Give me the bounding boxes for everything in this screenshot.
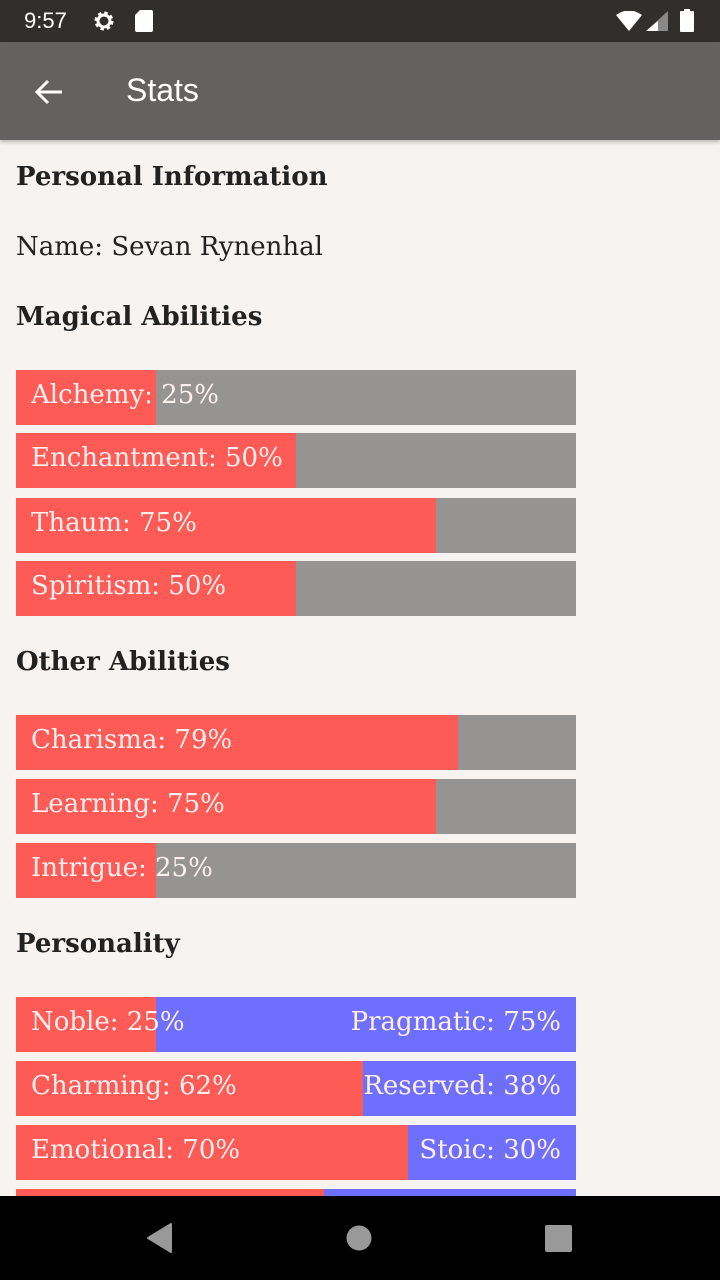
arrow-back-icon[interactable]	[30, 72, 70, 112]
bar-fill	[16, 997, 156, 1052]
bar-label: Thaum: 75%	[31, 508, 197, 538]
section-heading-personality: Personality	[16, 929, 180, 959]
signal-icon	[646, 11, 668, 31]
magical-bar: Spiritism: 50%	[16, 561, 576, 616]
other-bar: Learning: 75%	[16, 779, 576, 834]
bar-label-right: Pragmatic: 75%	[350, 1007, 561, 1037]
sd-card-icon	[135, 10, 153, 32]
section-heading-magical: Magical Abilities	[16, 302, 263, 332]
status-bar: 9:57	[0, 0, 720, 42]
bar-fill	[16, 715, 459, 770]
bar-fill	[16, 433, 296, 488]
clock: 9:57	[24, 8, 67, 33]
bar-fill	[16, 1125, 408, 1180]
bar-label-right: Reserved: 38%	[363, 1071, 561, 1101]
bar-fill	[16, 779, 436, 834]
gear-icon	[94, 11, 114, 31]
section-heading-other: Other Abilities	[16, 647, 230, 677]
bar-label-left: Noble: 25%	[31, 1007, 185, 1037]
bar-label-left: Emotional: 70%	[31, 1135, 241, 1165]
bar-label: Intrigue: 25%	[31, 853, 213, 883]
bar-fill	[16, 498, 436, 553]
bar-label: Spiritism: 50%	[31, 571, 227, 601]
bar-fill	[16, 370, 156, 425]
bar-fill	[16, 843, 156, 898]
personality-bar: Emotional: 70% Stoic: 30%	[16, 1125, 576, 1180]
bar-fill	[16, 561, 296, 616]
bar-label-left: Charming: 62%	[31, 1071, 237, 1101]
back-nav-icon[interactable]	[146, 1222, 172, 1254]
bar-label-right: Stoic: 30%	[419, 1135, 561, 1165]
recents-nav-icon[interactable]	[545, 1225, 572, 1252]
personality-bar: Noble: 25% Pragmatic: 75%	[16, 997, 576, 1052]
magical-bar: Enchantment: 50%	[16, 433, 576, 488]
bar-label: Charisma: 79%	[31, 725, 233, 755]
app-bar: Stats	[0, 42, 720, 140]
character-name: Name: Sevan Rynenhal	[16, 232, 323, 262]
other-bar: Intrigue: 25%	[16, 843, 576, 898]
section-heading-personal: Personal Information	[16, 162, 328, 192]
magical-bar: Thaum: 75%	[16, 498, 576, 553]
home-nav-icon[interactable]	[346, 1225, 372, 1251]
bar-fill	[16, 1061, 364, 1116]
magical-bar: Alchemy: 25%	[16, 370, 576, 425]
navigation-bar	[0, 1196, 720, 1280]
bar-label: Learning: 75%	[31, 789, 225, 819]
personality-bar: Charming: 62% Reserved: 38%	[16, 1061, 576, 1116]
page-title: Stats	[126, 72, 199, 108]
bar-label: Enchantment: 50%	[31, 443, 283, 473]
battery-icon	[680, 9, 694, 32]
bar-label: Alchemy: 25%	[31, 380, 219, 410]
other-bar: Charisma: 79%	[16, 715, 576, 770]
wifi-icon	[616, 11, 642, 31]
